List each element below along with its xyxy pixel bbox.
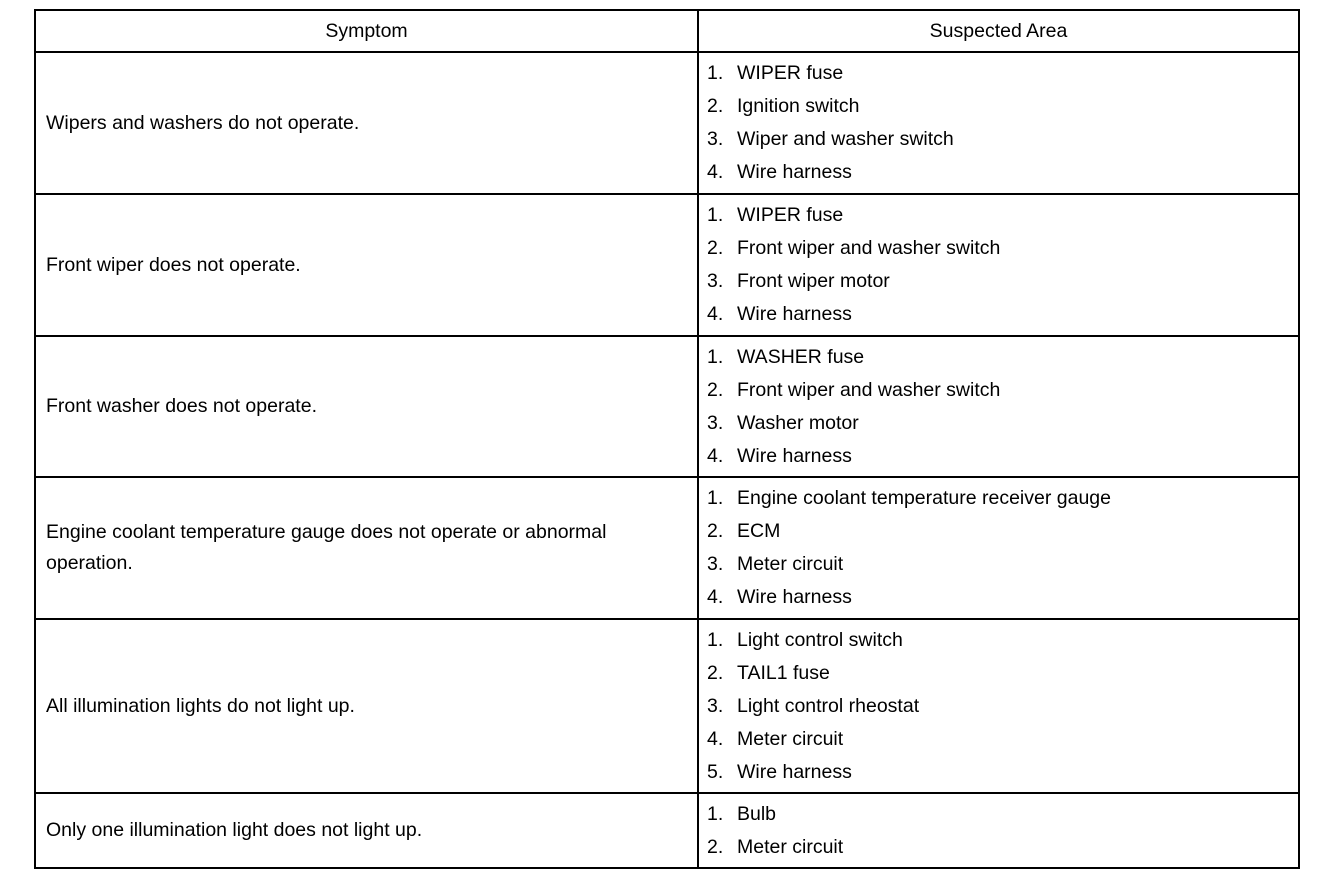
suspected-area-item: 3. Light control rheostat bbox=[707, 690, 1298, 723]
table-row: Front washer does not operate. 1. WASHER f… bbox=[34, 335, 1300, 478]
suspected-area-item: 1. WASHER fuse bbox=[707, 341, 1298, 374]
item-label: Wire harness bbox=[737, 760, 852, 783]
suspected-area-item: 4. Meter circuit bbox=[707, 723, 1298, 756]
item-label: Wire harness bbox=[737, 586, 852, 608]
suspected-area-item: 2. ECM bbox=[707, 515, 1298, 548]
item-number: 3. bbox=[707, 270, 724, 292]
table-row: Wipers and washers do not operate. 1. WIPE… bbox=[34, 51, 1300, 195]
suspected-area-item: 2. Front wiper and washer switch bbox=[707, 232, 1298, 265]
item-label: WIPER fuse bbox=[737, 62, 844, 84]
item-label: TAIL1 fuse bbox=[737, 661, 830, 684]
item-number: 2. bbox=[707, 835, 724, 858]
suspected-area-item: 2. Meter circuit bbox=[707, 831, 1298, 864]
suspected-area-item: 2. TAIL1 fuse bbox=[707, 657, 1298, 690]
item-label: Wire harness bbox=[737, 161, 852, 183]
item-label: Ignition switch bbox=[737, 95, 860, 117]
symptom-cell: Front wiper does not operate. bbox=[34, 193, 699, 337]
suspected-area-item: 1. WIPER fuse bbox=[707, 199, 1298, 232]
suspected-area-item: 1. Engine coolant temperature receiver ga… bbox=[707, 482, 1298, 515]
suspected-area-item: 1. Light control switch bbox=[707, 624, 1298, 657]
suspected-area-item: 3. Front wiper motor bbox=[707, 265, 1298, 298]
suspected-area-cell: 1. Bulb 2. Meter circuit bbox=[697, 792, 1300, 869]
item-number: 4. bbox=[707, 586, 724, 608]
suspected-area-item: 3. Wiper and washer switch bbox=[707, 123, 1298, 156]
header-suspected-area: Suspected Area bbox=[697, 9, 1300, 53]
item-number: 5. bbox=[707, 760, 724, 783]
item-label: ECM bbox=[737, 520, 781, 542]
item-label: Front wiper and washer switch bbox=[737, 237, 1001, 259]
suspected-area-item: 1. WIPER fuse bbox=[707, 57, 1298, 90]
item-label: Front wiper and washer switch bbox=[737, 378, 1001, 401]
item-number: 3. bbox=[707, 128, 724, 150]
item-number: 2. bbox=[707, 95, 724, 117]
item-number: 2. bbox=[707, 378, 724, 401]
item-label: Washer motor bbox=[737, 411, 859, 434]
suspected-area-cell: 1. Light control switch 2. TAIL1 fuse 3. Ligh… bbox=[697, 618, 1300, 794]
item-label: Meter circuit bbox=[737, 835, 844, 858]
item-label: WASHER fuse bbox=[737, 345, 865, 368]
item-number: 4. bbox=[707, 161, 724, 183]
table-row: Only one illumination light does not lig… bbox=[34, 792, 1300, 869]
symptom-cell: Only one illumination light does not lig… bbox=[34, 792, 699, 869]
suspected-area-item: 5. Wire harness bbox=[707, 756, 1298, 789]
item-number: 4. bbox=[707, 727, 724, 750]
suspected-area-item: 3. Meter circuit bbox=[707, 548, 1298, 581]
suspected-area-item: 1. Bulb bbox=[707, 798, 1298, 831]
item-label: Wire harness bbox=[737, 444, 852, 467]
table-row: Front wiper does not operate. 1. WIPER fus… bbox=[34, 193, 1300, 337]
item-number: 2. bbox=[707, 661, 724, 684]
item-number: 1. bbox=[707, 628, 724, 651]
item-label: Meter circuit bbox=[737, 553, 844, 575]
suspected-area-item: 2. Ignition switch bbox=[707, 90, 1298, 123]
header-row: Symptom Suspected Area bbox=[34, 9, 1300, 53]
item-number: 2. bbox=[707, 520, 724, 542]
item-number: 1. bbox=[707, 204, 724, 226]
item-number: 4. bbox=[707, 444, 724, 467]
item-label: Bulb bbox=[737, 802, 777, 825]
symptom-cell: Wipers and washers do not operate. bbox=[34, 51, 699, 195]
symptom-cell: Engine coolant temperature gauge does no… bbox=[34, 476, 699, 620]
suspected-area-cell: 1. WIPER fuse 2. Ignition switch 3. Wiper and… bbox=[697, 51, 1300, 195]
item-number: 1. bbox=[707, 802, 724, 825]
item-number: 4. bbox=[707, 303, 724, 325]
item-label: WIPER fuse bbox=[737, 204, 844, 226]
suspected-area-cell: 1. WASHER fuse 2. Front wiper and washer sw… bbox=[697, 335, 1300, 478]
item-label: Wire harness bbox=[737, 303, 852, 325]
suspected-area-item: 3. Washer motor bbox=[707, 407, 1298, 440]
item-number: 1. bbox=[707, 62, 724, 84]
item-number: 1. bbox=[707, 487, 724, 509]
suspected-area-cell: 1. WIPER fuse 2. Front wiper and washer swi… bbox=[697, 193, 1300, 337]
item-number: 3. bbox=[707, 694, 724, 717]
item-label: Wiper and washer switch bbox=[737, 128, 954, 150]
symptom-table: Symptom Suspected Area Wipers and washer… bbox=[34, 9, 1300, 869]
item-label: Meter circuit bbox=[737, 727, 844, 750]
item-label: Engine coolant temperature receiver gaug… bbox=[737, 487, 1111, 509]
suspected-area-item: 4. Wire harness bbox=[707, 440, 1298, 473]
item-label: Light control rheostat bbox=[737, 694, 920, 717]
symptom-cell: All illumination lights do not light up. bbox=[34, 618, 699, 794]
item-label: Front wiper motor bbox=[737, 270, 890, 292]
header-symptom: Symptom bbox=[34, 9, 699, 53]
suspected-area-item: 4. Wire harness bbox=[707, 298, 1298, 331]
suspected-area-item: 2. Front wiper and washer switch bbox=[707, 374, 1298, 407]
suspected-area-item: 4. Wire harness bbox=[707, 581, 1298, 614]
symptom-cell: Front washer does not operate. bbox=[34, 335, 699, 478]
suspected-area-item: 4. Wire harness bbox=[707, 156, 1298, 189]
item-number: 1. bbox=[707, 345, 724, 368]
item-number: 3. bbox=[707, 411, 724, 434]
item-number: 3. bbox=[707, 553, 724, 575]
table-row: Engine coolant temperature gauge does no… bbox=[34, 476, 1300, 620]
table-row: All illumination lights do not light up.… bbox=[34, 618, 1300, 794]
suspected-area-cell: 1. Engine coolant temperature receiver ga… bbox=[697, 476, 1300, 620]
item-number: 2. bbox=[707, 237, 724, 259]
item-label: Light control switch bbox=[737, 628, 903, 651]
